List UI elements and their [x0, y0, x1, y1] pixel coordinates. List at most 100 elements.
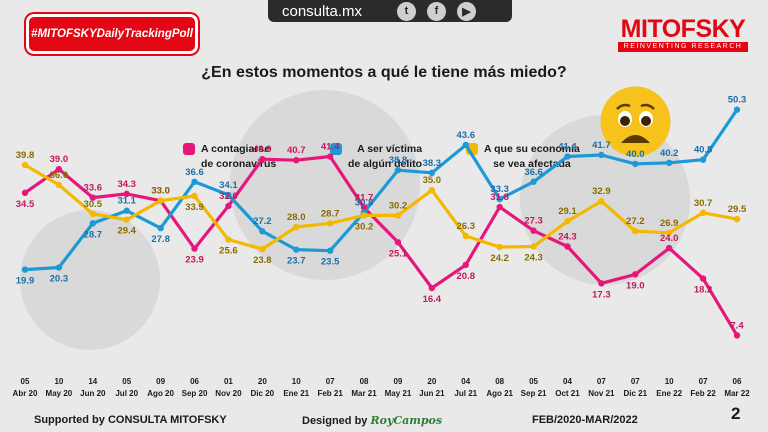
x-tick-day: 01 — [224, 377, 233, 386]
data-label: 26.3 — [457, 221, 476, 232]
data-label: 31.7 — [355, 193, 374, 204]
x-tick-day: 06 — [733, 377, 742, 386]
period-label: FEB/2020-MAR/2022 — [532, 414, 638, 426]
data-point — [157, 224, 164, 232]
x-tick-month: Feb 21 — [317, 389, 343, 398]
mitofsky-logo: MITOFSKY REINVENTING RESEARCH — [618, 16, 748, 52]
data-label: 23.7 — [287, 256, 306, 267]
data-label: 38.8 — [389, 155, 408, 166]
data-point — [665, 159, 673, 167]
data-point — [530, 243, 537, 250]
data-point — [699, 209, 707, 217]
data-label: 50.3 — [728, 95, 747, 106]
data-label: 24.0 — [660, 233, 679, 244]
x-tick-day: 05 — [529, 377, 538, 386]
data-label: 33.0 — [151, 186, 170, 197]
data-label: 32.0 — [219, 191, 238, 202]
data-label: 25.1 — [389, 248, 408, 259]
data-point — [394, 167, 402, 174]
data-label: 23.9 — [185, 255, 204, 266]
data-point — [665, 244, 673, 252]
data-point — [259, 245, 266, 253]
data-point — [21, 161, 29, 169]
x-tick-day: 20 — [258, 377, 267, 386]
data-point — [733, 332, 741, 339]
data-point — [598, 198, 605, 205]
x-tick-month: Sep 21 — [521, 389, 547, 398]
x-tick-day: 07 — [631, 377, 640, 386]
page-number: 2 — [731, 404, 741, 423]
data-point — [326, 220, 334, 227]
data-point — [530, 227, 537, 234]
x-tick-month: Ene 22 — [656, 389, 682, 398]
data-label: 24.2 — [490, 253, 509, 264]
data-point — [21, 266, 29, 273]
line-chart: 34.5 39.0 33.6 34.3 33.0 23.9 32.0 40.9 40.7 41.4… — [13, 95, 751, 398]
data-label: 27.8 — [151, 234, 170, 245]
x-tick-day: 05 — [122, 377, 131, 386]
data-point — [632, 228, 639, 235]
data-point — [428, 169, 436, 177]
data-label: 34.3 — [117, 179, 136, 190]
data-label: 30.7 — [694, 198, 713, 209]
data-label: 19.0 — [626, 280, 645, 291]
x-tick-day: 10 — [665, 377, 674, 386]
data-point — [632, 271, 639, 278]
legend-item-delito: A ser víctima de algún delito — [330, 142, 422, 172]
data-label: 31.1 — [117, 196, 136, 207]
data-point — [191, 245, 198, 252]
data-label: 18.2 — [694, 285, 713, 296]
data-point — [598, 151, 605, 159]
x-tick-month: Jul 21 — [454, 389, 477, 398]
x-tick-day: 10 — [54, 377, 63, 386]
designed-by: Designed by RoyCampos — [302, 414, 443, 427]
x-tick-month: Mar 22 — [724, 389, 750, 398]
x-tick-day: 08 — [360, 377, 369, 386]
data-label: 34.1 — [219, 180, 238, 191]
legend-swatch — [330, 143, 342, 155]
data-label: 24.3 — [524, 252, 543, 263]
x-tick-month: Oct 21 — [555, 389, 580, 398]
data-point — [55, 165, 63, 173]
x-tick-month: Sep 20 — [182, 389, 208, 398]
data-point — [530, 178, 537, 185]
supported-by: Supported by CONSULTA MITOFSKY — [34, 414, 227, 426]
site-link[interactable]: consulta.mx — [282, 2, 363, 20]
x-tick-month: Dic 21 — [623, 389, 647, 398]
data-point — [564, 218, 571, 225]
x-tick-day: 10 — [292, 377, 301, 386]
chart-title: ¿En estos momentos a qué le tiene más mi… — [201, 64, 567, 81]
data-label: 30.8 — [355, 197, 374, 208]
data-label: 33.0 — [151, 186, 170, 197]
series-line-3 — [23, 163, 739, 251]
data-label: 40.7 — [287, 145, 306, 156]
x-tick-month: Mar 21 — [351, 389, 377, 398]
data-label: 36.6 — [524, 167, 543, 178]
data-label: 30.2 — [389, 200, 408, 211]
data-label: 39.8 — [16, 150, 35, 161]
data-label: 26.9 — [660, 218, 679, 229]
twitter-icon[interactable]: t — [397, 1, 416, 21]
data-point — [564, 243, 571, 250]
data-label: 28.7 — [321, 208, 340, 219]
data-point — [360, 204, 368, 211]
data-point — [496, 243, 503, 251]
data-point — [496, 203, 503, 211]
data-label: 32.9 — [592, 186, 611, 197]
legend-swatch — [183, 143, 195, 155]
data-label: 27.2 — [253, 216, 272, 227]
data-label: 29.4 — [117, 226, 136, 237]
data-point — [21, 189, 29, 197]
data-point — [225, 236, 232, 243]
x-tick-day: 09 — [156, 377, 165, 386]
hashtag-badge: #MITOFSKYDailyTrackingPoll — [26, 14, 198, 54]
youtube-icon[interactable]: ▶ — [457, 1, 476, 21]
data-label: 17.3 — [592, 289, 611, 300]
data-point — [191, 178, 198, 185]
x-tick-month: Ene 21 — [283, 389, 309, 398]
data-point — [428, 187, 436, 194]
facebook-icon[interactable]: f — [427, 1, 446, 21]
data-label: 33.9 — [185, 202, 204, 213]
series-line-2 — [23, 108, 739, 272]
x-tick-day: 04 — [461, 377, 470, 386]
